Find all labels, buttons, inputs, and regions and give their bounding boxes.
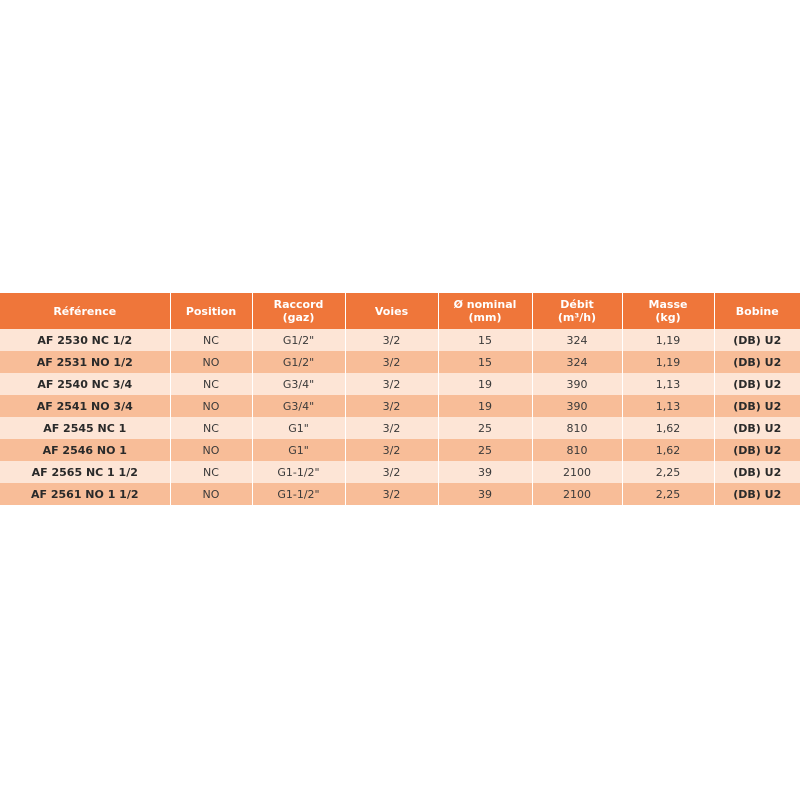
table-cell: G1" — [251, 417, 345, 439]
column-header: Référence — [0, 293, 170, 329]
table-cell: 3/2 — [344, 439, 438, 461]
table-cell: (DB) U2 — [713, 329, 800, 351]
header-label: Masse — [648, 298, 688, 311]
table-cell: G1/2" — [251, 329, 345, 351]
column-header: Bobine — [713, 293, 800, 329]
table-cell: NC — [169, 461, 252, 483]
table-cell: 1,13 — [621, 395, 714, 417]
table-cell: NC — [169, 373, 252, 395]
column-header: Raccord (gaz) — [251, 293, 345, 329]
table-cell: AF 2541 NO 3/4 — [0, 395, 170, 417]
table-row: AF 2545 NC 1 NC G1" 3/2 25 810 1,62 (DB) U2 — [0, 417, 800, 439]
table-cell: NC — [169, 329, 252, 351]
column-header: Masse (kg) — [621, 293, 714, 329]
table-row: AF 2530 NC 1/2 NC G1/2" 3/2 15 324 1,19 (DB) U2 — [0, 329, 800, 351]
table-row: AF 2540 NC 3/4 NC G3/4" 3/2 19 390 1,13 (DB) U2 — [0, 373, 800, 395]
header-label: Raccord — [273, 298, 324, 311]
table-cell: 3/2 — [344, 395, 438, 417]
table-cell: 390 — [531, 395, 622, 417]
table-cell: (DB) U2 — [713, 395, 800, 417]
table-cell: 19 — [437, 373, 532, 395]
header-row: Référence Position Raccord (gaz) Voies Ø nomi… — [0, 293, 800, 329]
table-cell: 15 — [437, 351, 532, 373]
table-cell: (DB) U2 — [713, 417, 800, 439]
header-label: (gaz) — [282, 311, 315, 324]
table-cell: 2,25 — [621, 461, 714, 483]
table-cell: AF 2565 NC 1 1/2 — [0, 461, 170, 483]
table-cell: NO — [169, 395, 252, 417]
table-cell: 19 — [437, 395, 532, 417]
table-cell: G3/4" — [251, 395, 345, 417]
header-label: Voies — [374, 304, 409, 318]
table-cell: 810 — [531, 417, 622, 439]
table-row: AF 2546 NO 1 NO G1" 3/2 25 810 1,62 (DB) U2 — [0, 439, 800, 461]
table-cell: 25 — [437, 439, 532, 461]
product-table: Référence Position Raccord (gaz) Voies Ø nomi… — [0, 293, 800, 505]
table-row: AF 2565 NC 1 1/2 NC G1-1/2" 3/2 39 2100 2,25 (D… — [0, 461, 800, 483]
table-cell: 39 — [437, 461, 532, 483]
table-cell: 1,13 — [621, 373, 714, 395]
table-cell: G1-1/2" — [251, 483, 345, 505]
header-label: Position — [185, 304, 237, 318]
header-label: Bobine — [735, 304, 779, 318]
table-cell: AF 2530 NC 1/2 — [0, 329, 170, 351]
header-label: (mm) — [468, 311, 502, 324]
table-cell: G3/4" — [251, 373, 345, 395]
table-cell: G1" — [251, 439, 345, 461]
table-row: AF 2541 NO 3/4 NO G3/4" 3/2 19 390 1,13 (DB) U2 — [0, 395, 800, 417]
table-cell: 1,62 — [621, 439, 714, 461]
table-cell: G1/2" — [251, 351, 345, 373]
table-cell: G1-1/2" — [251, 461, 345, 483]
table-cell: AF 2531 NO 1/2 — [0, 351, 170, 373]
table-cell: AF 2540 NC 3/4 — [0, 373, 170, 395]
table-cell: 1,62 — [621, 417, 714, 439]
table-cell: 1,19 — [621, 351, 714, 373]
column-header: Ø nominal (mm) — [437, 293, 532, 329]
table-cell: 25 — [437, 417, 532, 439]
table-cell: AF 2546 NO 1 — [0, 439, 170, 461]
table-cell: 324 — [531, 329, 622, 351]
header-label: (m³/h) — [557, 311, 597, 324]
table-cell: 3/2 — [344, 417, 438, 439]
table-cell: (DB) U2 — [713, 461, 800, 483]
header-label: Ø nominal — [453, 298, 517, 311]
table-cell: 810 — [531, 439, 622, 461]
table-cell: (DB) U2 — [713, 483, 800, 505]
table-cell: 3/2 — [344, 461, 438, 483]
table-cell: 324 — [531, 351, 622, 373]
table-cell: 2100 — [531, 483, 622, 505]
table-cell: (DB) U2 — [713, 439, 800, 461]
table-row: AF 2531 NO 1/2 NO G1/2" 3/2 15 324 1,19 (DB) U2 — [0, 351, 800, 373]
column-header: Voies — [344, 293, 438, 329]
table-cell: 3/2 — [344, 329, 438, 351]
table-cell: AF 2545 NC 1 — [0, 417, 170, 439]
table-cell: 2100 — [531, 461, 622, 483]
table-cell: NC — [169, 417, 252, 439]
table-cell: 3/2 — [344, 483, 438, 505]
table-cell: 39 — [437, 483, 532, 505]
header-label: Référence — [53, 304, 117, 318]
table-cell: (DB) U2 — [713, 373, 800, 395]
table-cell: 3/2 — [344, 373, 438, 395]
table-cell: (DB) U2 — [713, 351, 800, 373]
column-header: Débit (m³/h) — [531, 293, 622, 329]
header-label: (kg) — [655, 311, 681, 324]
column-header: Position — [169, 293, 252, 329]
table-cell: NO — [169, 483, 252, 505]
table-cell: AF 2561 NO 1 1/2 — [0, 483, 170, 505]
table-cell: 15 — [437, 329, 532, 351]
header-label: Débit — [560, 298, 594, 311]
table-cell: NO — [169, 439, 252, 461]
table-cell: 390 — [531, 373, 622, 395]
table-cell: 2,25 — [621, 483, 714, 505]
table-row: AF 2561 NO 1 1/2 NO G1-1/2" 3/2 39 2100 2,25 (D… — [0, 483, 800, 505]
table-cell: 3/2 — [344, 351, 438, 373]
table-cell: NO — [169, 351, 252, 373]
table-cell: 1,19 — [621, 329, 714, 351]
